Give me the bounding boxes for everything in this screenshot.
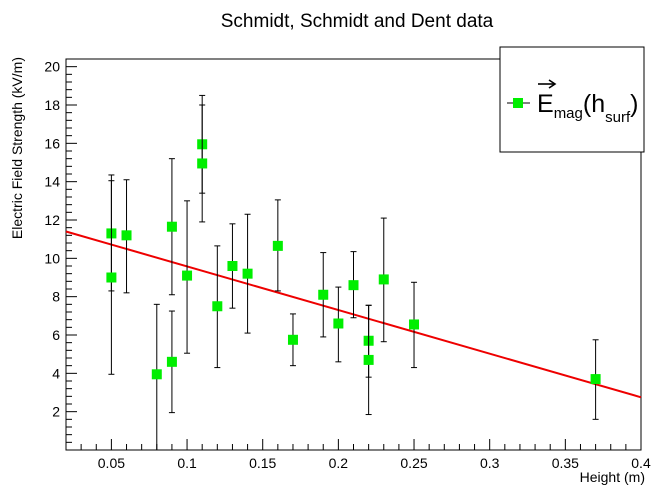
data-point (121, 230, 132, 241)
x-axis-label: Height (m) (580, 469, 645, 485)
legend-label-mid: (h (583, 90, 605, 118)
x-tick-label: 0.25 (400, 455, 427, 471)
data-point (590, 374, 601, 385)
data-point (242, 268, 253, 279)
y-tick-label: 14 (44, 174, 60, 190)
data-point (182, 270, 193, 281)
y-tick-label: 12 (44, 212, 60, 228)
data-point (151, 369, 162, 380)
y-axis: 2 4 6 8 10 12 14 16 18 20 (44, 58, 77, 451)
y-tick-label: 6 (52, 327, 60, 343)
data-point (378, 274, 389, 285)
data-point (166, 356, 177, 367)
x-tick-label: 0.35 (552, 455, 579, 471)
x-tick-label: 0.15 (249, 455, 276, 471)
data-point (333, 318, 344, 329)
data-point (106, 272, 117, 283)
x-tick-label: 0.1 (177, 455, 197, 471)
legend-label-sub-mag: mag (554, 105, 583, 122)
data-point (287, 334, 298, 345)
legend-marker (513, 98, 523, 108)
y-tick-label: 20 (44, 59, 60, 75)
x-tick-label: 0.3 (480, 455, 500, 471)
y-tick-label: 8 (52, 289, 60, 305)
y-tick-label: 2 (52, 404, 60, 420)
legend-label-end: ) (630, 90, 638, 118)
x-tick-label: 0.2 (329, 455, 349, 471)
data-point (348, 280, 359, 291)
y-axis-label: Electric Field Strength (kV/m) (9, 57, 25, 239)
data-point (318, 289, 329, 300)
data-point (166, 221, 177, 232)
vector-arrowhead-icon (548, 79, 557, 89)
y-tick-label: 16 (44, 135, 60, 151)
data-point (363, 354, 374, 365)
legend-label-main: E (537, 90, 554, 118)
legend-box (499, 46, 645, 153)
data-point (197, 158, 208, 169)
data-point (227, 261, 238, 271)
legend: Emag(hsurf) (499, 46, 645, 153)
chart-title: Schmidt, Schmidt and Dent data (221, 11, 494, 32)
data-layer (65, 94, 642, 451)
x-tick-label: 0.05 (98, 455, 125, 471)
data-point (409, 319, 420, 330)
data-point (212, 301, 223, 312)
legend-label: Emag(hsurf) (537, 90, 638, 126)
y-tick-label: 18 (44, 97, 60, 113)
x-tick-label: 0.4 (631, 455, 651, 471)
y-tick-label: 4 (52, 365, 60, 381)
y-tick-label: 10 (44, 250, 60, 266)
x-axis: 0.05 0.1 0.15 0.2 0.25 0.3 0.35 0.4 (65, 439, 651, 471)
legend-label-sub-surf: surf (605, 109, 631, 126)
data-point (272, 240, 283, 251)
